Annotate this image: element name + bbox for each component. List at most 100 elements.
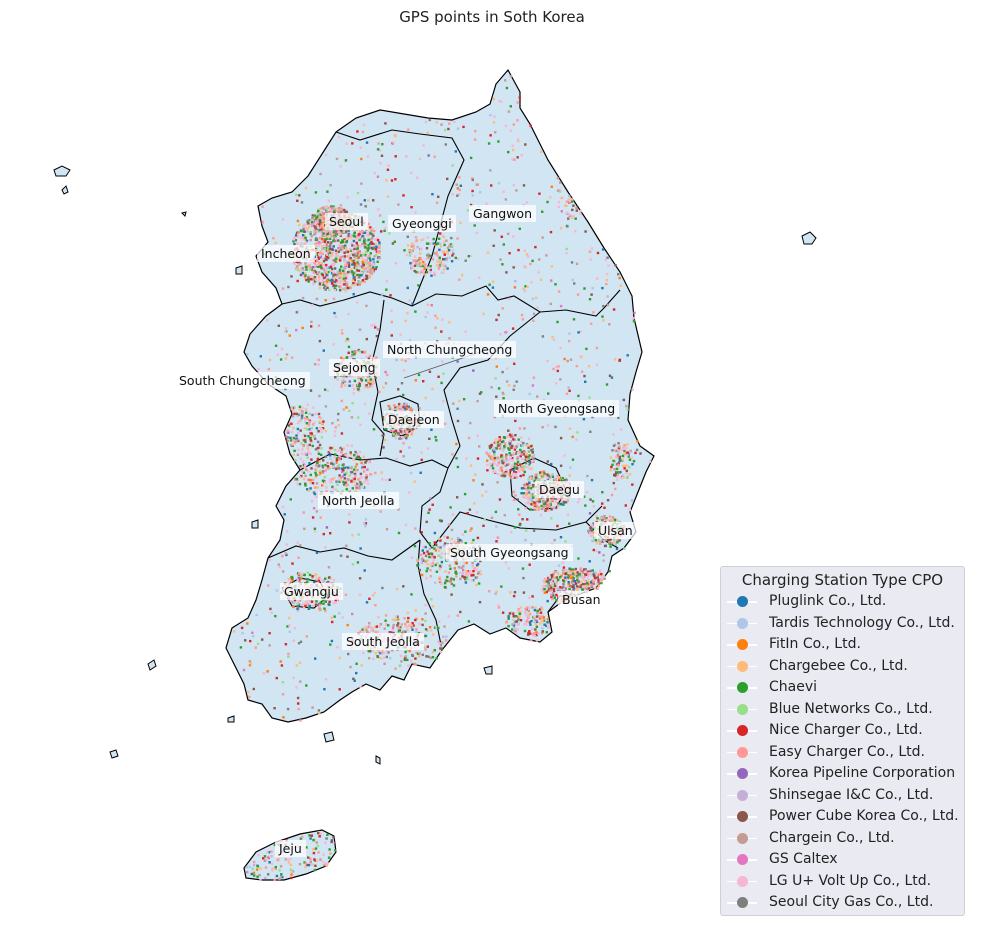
- gps-point: [529, 487, 533, 490]
- gps-point: [562, 572, 565, 575]
- gps-point: [397, 433, 401, 436]
- gps-point: [440, 560, 444, 564]
- gps-point: [316, 581, 319, 584]
- gps-point: [358, 273, 361, 277]
- gps-point: [298, 476, 302, 479]
- gps-point: [504, 198, 507, 201]
- gps-point: [332, 487, 335, 491]
- gps-point: [463, 561, 466, 565]
- gps-point: [350, 284, 354, 287]
- gps-point: [456, 614, 459, 617]
- gps-point: [505, 470, 508, 474]
- gps-point: [299, 465, 302, 468]
- gps-point: [296, 482, 299, 485]
- gps-point: [306, 227, 309, 231]
- gps-point: [302, 444, 305, 448]
- gps-point: [516, 460, 520, 464]
- gps-point: [371, 649, 375, 653]
- gps-point: [506, 435, 509, 438]
- gps-point: [511, 475, 515, 479]
- gps-point: [595, 549, 598, 553]
- gps-point: [337, 467, 341, 470]
- gps-point: [408, 339, 412, 342]
- gps-point: [318, 214, 322, 218]
- gps-point: [597, 573, 600, 577]
- gps-point: [416, 271, 419, 274]
- gps-point: [380, 230, 383, 233]
- gps-point: [508, 252, 511, 255]
- gps-point: [531, 451, 534, 454]
- gps-point: [340, 208, 343, 211]
- gps-point: [335, 252, 338, 255]
- gps-point: [435, 242, 438, 246]
- gps-point: [506, 472, 510, 475]
- gps-point: [334, 598, 337, 602]
- gps-point: [569, 466, 572, 469]
- gps-point: [295, 234, 298, 237]
- gps-point: [455, 562, 458, 565]
- gps-point: [350, 237, 353, 240]
- gps-point: [358, 450, 362, 454]
- gps-point: [454, 150, 457, 153]
- gps-point: [394, 155, 397, 158]
- gps-point: [490, 464, 493, 467]
- gps-point: [497, 461, 501, 465]
- gps-point: [583, 287, 586, 290]
- gps-point: [432, 242, 435, 245]
- gps-point: [315, 464, 318, 467]
- gps-point: [368, 266, 372, 269]
- gps-point: [509, 456, 512, 459]
- gps-point: [322, 206, 325, 209]
- gps-point: [355, 301, 359, 304]
- gps-point: [555, 365, 558, 369]
- gps-point: [357, 233, 360, 236]
- gps-point: [603, 517, 606, 520]
- gps-point: [298, 572, 301, 575]
- gps-point: [481, 494, 484, 497]
- gps-point: [535, 639, 539, 642]
- gps-point: [350, 444, 353, 447]
- gps-point: [480, 391, 483, 394]
- gps-point: [420, 573, 424, 577]
- gps-point: [499, 444, 502, 447]
- gps-point: [386, 195, 390, 198]
- gps-point: [317, 279, 321, 283]
- gps-point: [363, 465, 366, 469]
- gps-point: [486, 469, 489, 472]
- gps-point: [505, 330, 509, 334]
- gps-point: [466, 512, 469, 515]
- gps-point: [402, 405, 405, 409]
- gps-point: [386, 373, 389, 377]
- gps-point: [380, 154, 384, 157]
- gps-point: [342, 480, 345, 484]
- gps-point: [339, 165, 342, 168]
- gps-point: [418, 260, 421, 263]
- gps-point: [542, 619, 546, 622]
- gps-point: [450, 244, 454, 247]
- gps-point: [404, 655, 408, 658]
- gps-point: [333, 277, 336, 280]
- gps-point: [482, 312, 485, 316]
- gps-point: [375, 334, 379, 338]
- gps-point: [326, 232, 329, 236]
- gps-point: [523, 470, 526, 474]
- gps-point: [298, 405, 302, 408]
- gps-point: [459, 577, 462, 581]
- gps-point: [443, 243, 446, 247]
- gps-point: [329, 269, 333, 272]
- gps-point: [406, 244, 410, 247]
- gps-point: [352, 258, 355, 261]
- gps-point: [304, 464, 307, 467]
- gps-point: [325, 207, 328, 211]
- gps-point: [467, 570, 470, 573]
- gps-point: [501, 459, 504, 463]
- gps-point: [374, 625, 377, 629]
- gps-point: [305, 428, 308, 431]
- gps-point: [597, 578, 600, 582]
- gps-point: [380, 471, 383, 474]
- gps-point: [435, 439, 438, 442]
- gps-point: [370, 385, 374, 388]
- gps-point: [393, 404, 396, 407]
- gps-point: [438, 519, 442, 522]
- gps-point: [282, 570, 285, 573]
